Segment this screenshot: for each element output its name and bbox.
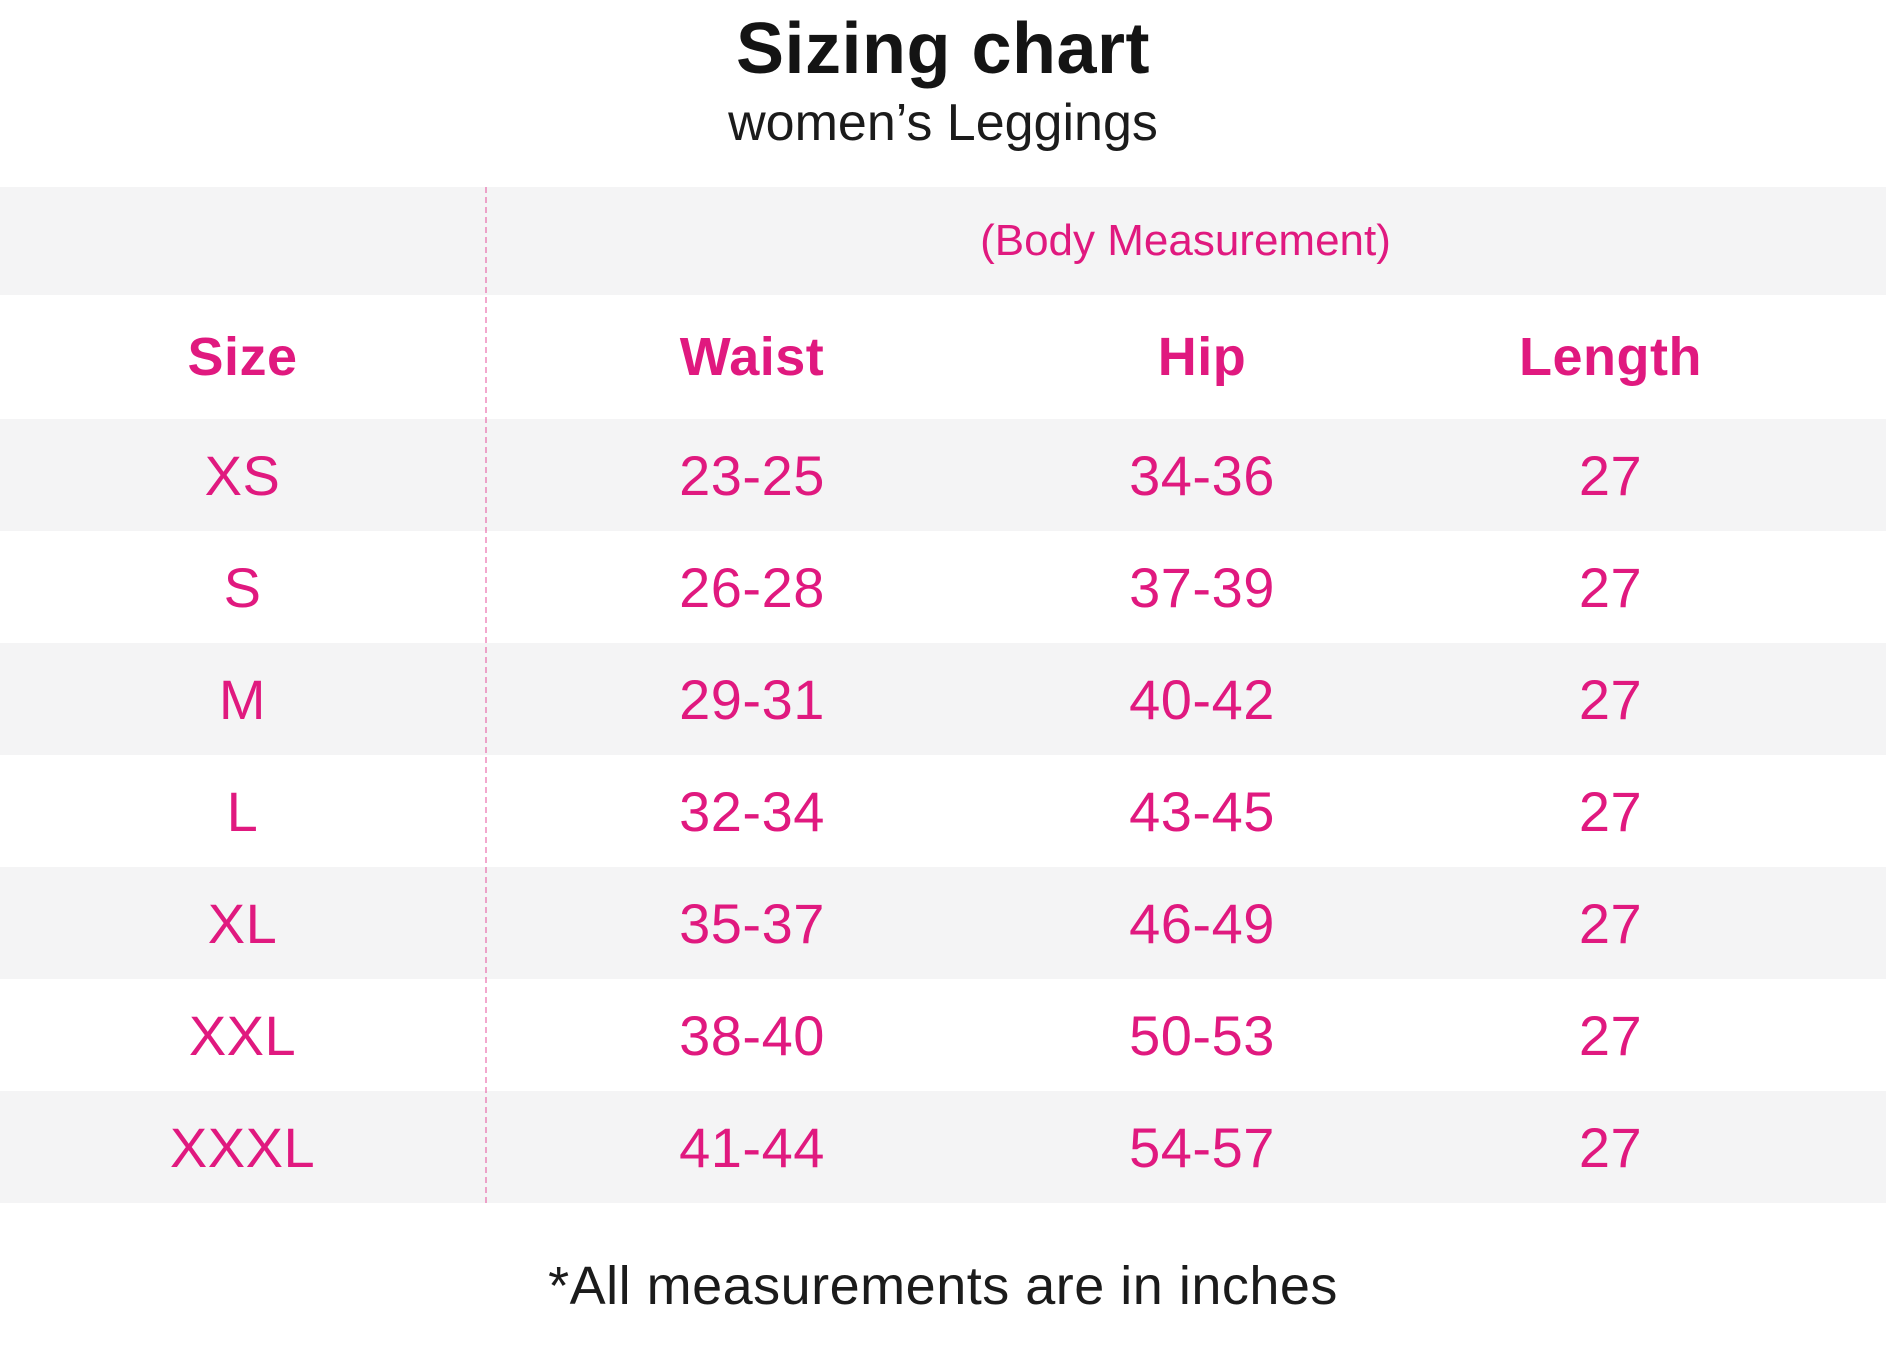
page-subtitle: women’s Leggings: [728, 93, 1158, 152]
hip-cell: 50-53: [1129, 1003, 1275, 1067]
length-cell: 27: [1578, 891, 1643, 955]
size-cell: XXXL: [169, 1115, 316, 1179]
waist-cell: 38-40: [679, 1003, 825, 1067]
column-header-length: Length: [1519, 327, 1702, 388]
column-header-size: Size: [187, 327, 298, 388]
waist-cell: 23-25: [679, 443, 825, 507]
length-cell: 27: [1578, 1115, 1643, 1179]
waist-cell: 35-37: [679, 891, 825, 955]
hip-cell: 54-57: [1129, 1115, 1275, 1179]
group-header-row: (Body Measurement): [0, 187, 1886, 296]
page-title: Sizing chart: [735, 9, 1151, 89]
hip-cell: 37-39: [1129, 555, 1275, 619]
column-header-row: Size Waist Hip Length: [0, 295, 1886, 420]
sizing-table: (Body Measurement) Size Waist Hip Length XS…: [0, 187, 1886, 1204]
length-cell: 27: [1578, 1003, 1643, 1067]
hip-cell: 46-49: [1129, 891, 1275, 955]
length-cell: 27: [1578, 779, 1643, 843]
column-header-waist: Waist: [679, 327, 825, 388]
table-body: XS 23-25 34-36 27 S 26-28 37-39 27 M 29-31 40-42 27…: [0, 419, 1886, 1204]
length-cell: 27: [1578, 667, 1643, 731]
page-header: Sizing chart women’s Leggings: [0, 0, 1886, 153]
length-cell: 27: [1578, 443, 1643, 507]
table-row-l: L 32-34 43-45 27: [0, 755, 1886, 867]
column-header-hip: Hip: [1157, 327, 1247, 388]
column-divider-dashed-line: [485, 187, 487, 1204]
waist-cell: 41-44: [679, 1115, 825, 1179]
waist-cell: 26-28: [679, 555, 825, 619]
size-cell: S: [223, 555, 262, 619]
hip-cell: 40-42: [1129, 667, 1275, 731]
waist-cell: 29-31: [679, 667, 825, 731]
table-row-xxxl: XXXL 41-44 54-57 27: [0, 1091, 1886, 1204]
hip-cell: 34-36: [1129, 443, 1275, 507]
footnote: *All measurements are in inches: [548, 1256, 1338, 1317]
hip-cell: 43-45: [1129, 779, 1275, 843]
size-cell: XS: [204, 443, 281, 507]
table-row-m: M 29-31 40-42 27: [0, 643, 1886, 756]
table-row-s: S 26-28 37-39 27: [0, 531, 1886, 643]
size-cell: M: [218, 667, 267, 731]
waist-cell: 32-34: [679, 779, 825, 843]
size-cell: XXL: [188, 1003, 297, 1067]
size-cell: L: [226, 779, 259, 843]
group-header-label: (Body Measurement): [980, 216, 1391, 266]
size-cell: XL: [207, 891, 278, 955]
table-row-xs: XS 23-25 34-36 27: [0, 419, 1886, 532]
table-row-xl: XL 35-37 46-49 27: [0, 867, 1886, 980]
table-row-xxl: XXL 38-40 50-53 27: [0, 979, 1886, 1091]
length-cell: 27: [1578, 555, 1643, 619]
